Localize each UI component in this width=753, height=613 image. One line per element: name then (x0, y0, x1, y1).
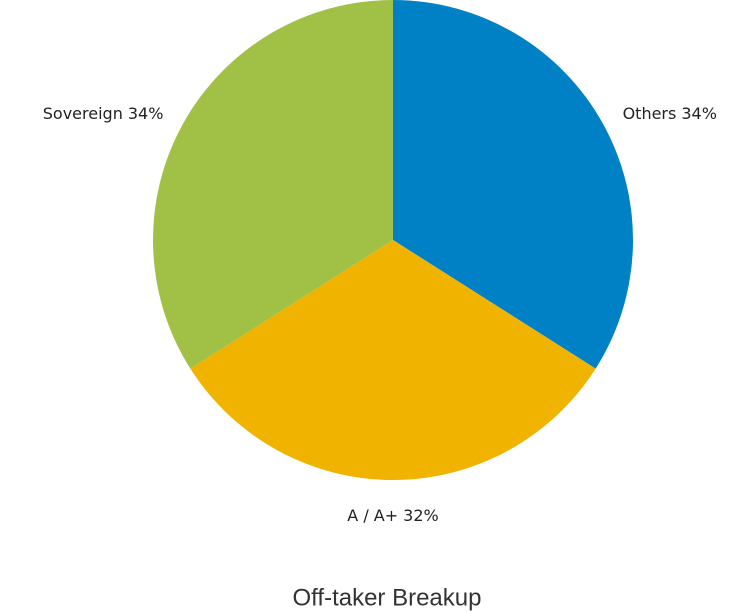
slice-name: A / A+ (347, 506, 398, 525)
slice-value: 34% (681, 103, 717, 122)
slice-value: 34% (128, 103, 164, 122)
pie-slice (153, 0, 393, 369)
slice-name: Sovereign (43, 103, 123, 122)
slice-name: Others (623, 103, 677, 122)
slice-value: 32% (403, 506, 439, 525)
slice-label: Sovereign 34% (43, 103, 164, 122)
pie-slice (393, 0, 633, 369)
slice-label: A / A+ 32% (347, 506, 438, 525)
chart-title: Off-taker Breakup (293, 584, 482, 611)
pie-slice (190, 240, 596, 480)
slice-label: Others 34% (623, 103, 717, 122)
